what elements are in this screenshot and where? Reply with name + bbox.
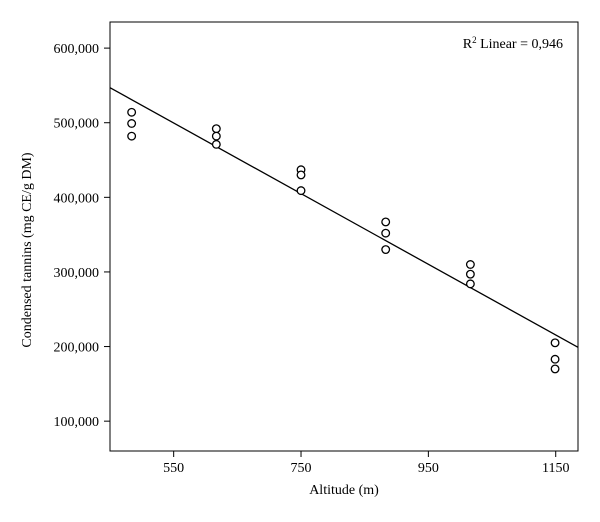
plot-frame-layer <box>109 21 579 452</box>
r-squared-symbol: R <box>463 37 473 52</box>
data-point <box>381 245 391 255</box>
data-point <box>465 260 475 269</box>
plot-frame <box>109 21 579 452</box>
data-point <box>211 124 221 134</box>
data-point <box>296 186 306 196</box>
x-tick-label: 550 <box>163 461 184 476</box>
y-tick-label: 500,000 <box>54 117 100 132</box>
y-tick-label: 100,000 <box>54 415 100 430</box>
r-squared-superscript: 2 <box>472 35 477 45</box>
data-point <box>211 139 221 149</box>
linear-fit-line <box>109 87 579 348</box>
fit-layer <box>109 87 579 348</box>
x-tick-label: 750 <box>291 461 312 476</box>
data-point <box>550 364 560 374</box>
data-point <box>550 338 560 348</box>
data-point <box>296 170 306 180</box>
y-axis-label: Condensed tannins (mg CE/g DM) <box>20 152 35 348</box>
data-point <box>465 269 475 279</box>
points-layer <box>127 107 560 374</box>
data-point <box>127 131 137 141</box>
r-squared-text: Linear = 0,946 <box>477 37 563 52</box>
y-tick-label: 400,000 <box>54 191 100 206</box>
x-tick-label: 950 <box>418 461 439 476</box>
data-point <box>127 107 137 117</box>
x-axis-label: Altitude (m) <box>309 483 379 498</box>
x-axis: 550 750 950 1150 <box>163 451 569 476</box>
data-point <box>127 119 137 128</box>
y-axis: 100,000 200,000 300,000 400,000 500,000 600,0… <box>54 42 110 430</box>
data-point <box>381 217 391 227</box>
y-tick-label: 300,000 <box>54 266 100 281</box>
data-point <box>211 131 221 141</box>
data-point <box>381 228 391 238</box>
y-tick-label: 600,000 <box>54 42 100 57</box>
r-squared-annotation: R2 Linear = 0,946 <box>463 35 563 52</box>
y-tick-label: 200,000 <box>54 341 100 356</box>
data-point <box>550 354 560 364</box>
x-tick-label: 1150 <box>542 461 569 476</box>
data-point <box>465 279 475 289</box>
